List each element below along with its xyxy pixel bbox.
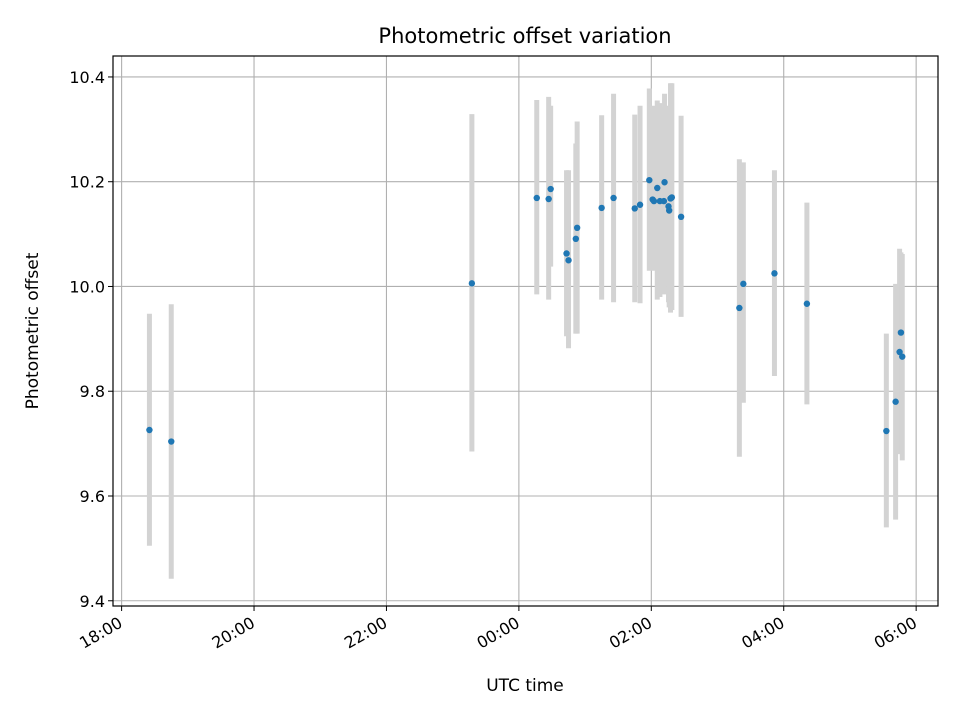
data-point	[883, 427, 890, 435]
data-point	[740, 280, 747, 288]
data-point	[771, 270, 778, 277]
data-point	[572, 235, 580, 243]
data-point	[736, 304, 743, 312]
data-point	[650, 197, 658, 205]
y-axis-ticks: 9.4 9.6 9.8 10.0 10.2 10.4	[69, 68, 113, 611]
y-tick-label: 10.0	[69, 277, 105, 296]
data-point	[660, 197, 668, 205]
data-point	[545, 195, 552, 203]
y-tick-label: 9.8	[80, 382, 105, 401]
y-tick-label: 10.2	[69, 173, 105, 192]
data-point	[661, 179, 668, 186]
data-point	[598, 204, 605, 212]
data-point	[892, 398, 899, 405]
data-point	[899, 353, 906, 360]
data-point	[631, 205, 638, 212]
y-tick-label: 9.6	[80, 487, 105, 506]
data-point	[677, 213, 685, 221]
data-point	[563, 250, 570, 257]
grid	[113, 56, 938, 606]
data-point	[468, 280, 476, 287]
chart-title: Photometric offset variation	[378, 24, 671, 48]
data-point	[573, 224, 581, 232]
data-point	[896, 348, 903, 356]
data-point	[654, 184, 661, 192]
data-point	[636, 201, 644, 208]
data-point	[565, 257, 572, 264]
y-tick-label: 9.4	[80, 592, 105, 611]
data-point	[668, 194, 676, 201]
y-axis-label: Photometric offset	[23, 252, 43, 409]
data-point	[547, 185, 554, 193]
data-point	[665, 207, 673, 214]
plot-frame	[112, 55, 939, 607]
data-points	[146, 176, 906, 445]
data-point	[897, 329, 905, 336]
data-point	[803, 300, 811, 307]
y-tick-label: 10.4	[69, 68, 105, 87]
data-point	[610, 194, 617, 202]
data-point	[533, 194, 540, 202]
data-point	[168, 438, 175, 445]
data-point	[646, 176, 653, 184]
x-axis-label: UTC time	[486, 676, 564, 696]
data-point	[146, 426, 153, 434]
